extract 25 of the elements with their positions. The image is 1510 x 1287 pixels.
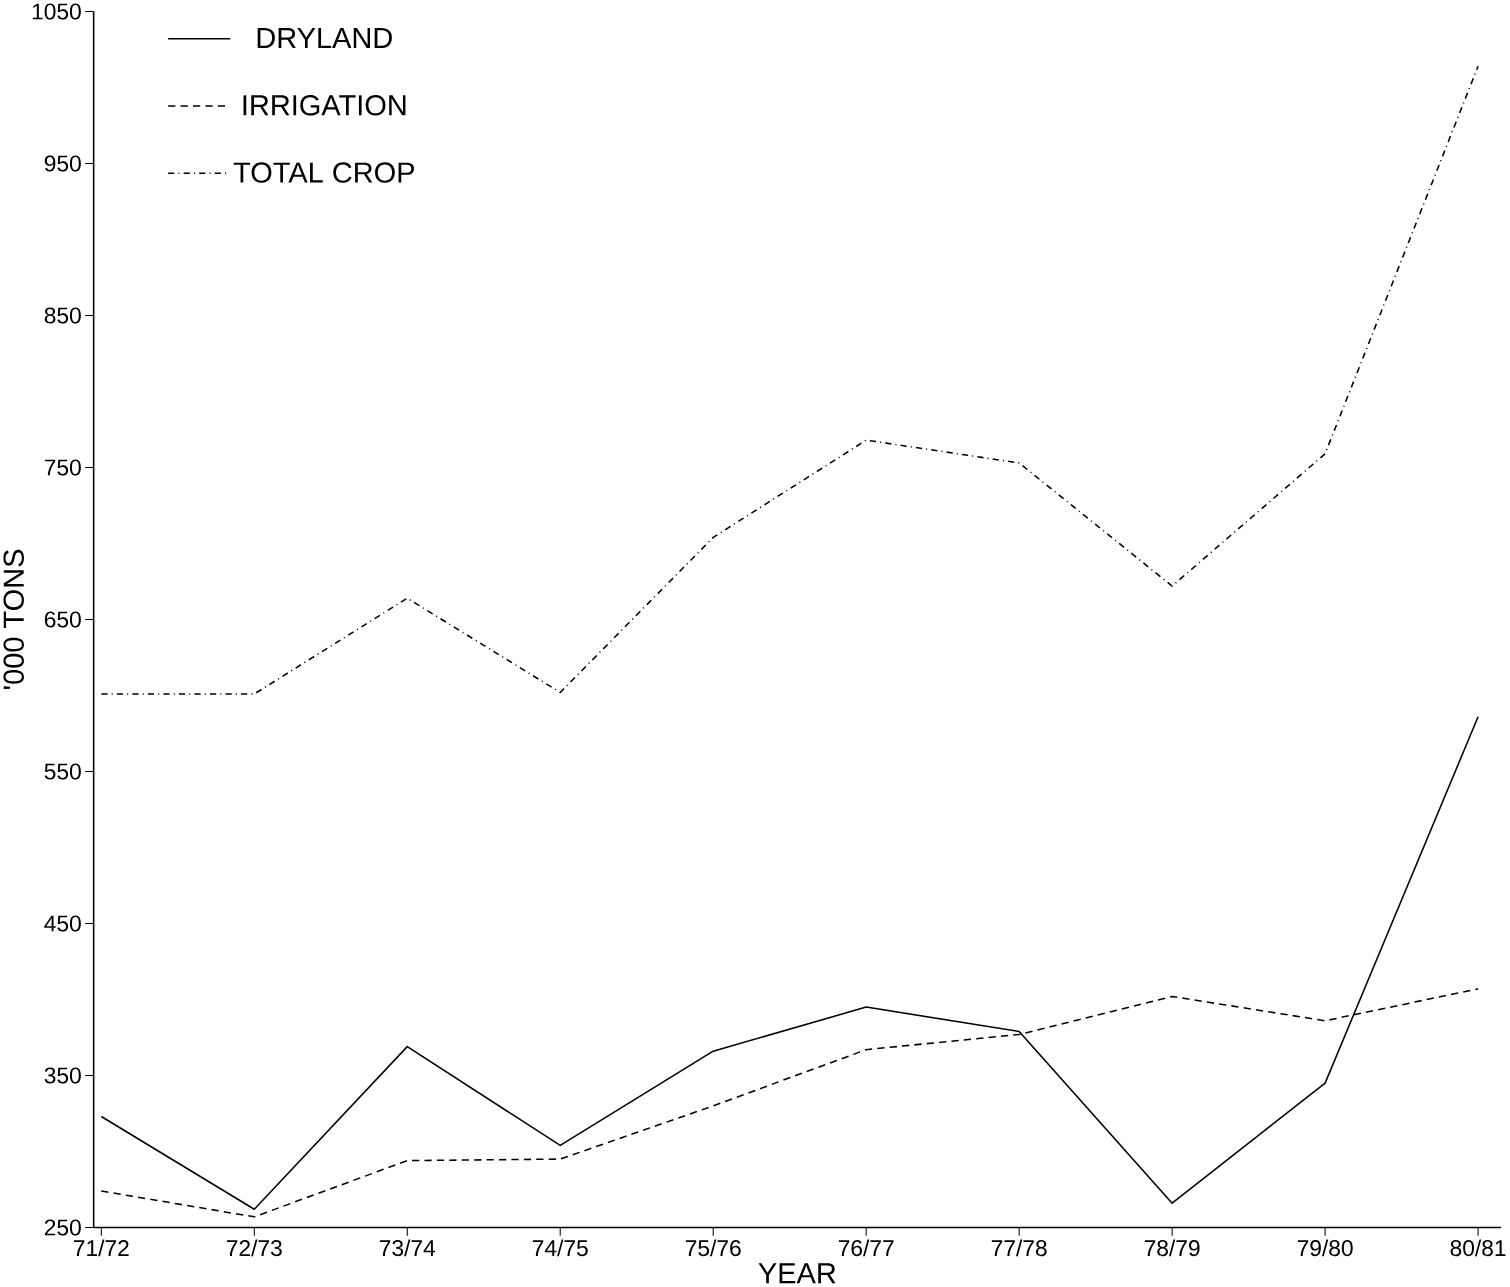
y-tick-label: 650 [44,611,81,628]
legend-label: DRYLAND [257,28,392,49]
legend-label: IRRIGATION [243,95,406,116]
x-tick-label: 78/79 [1144,1239,1200,1257]
y-tick-label: 550 [44,763,81,780]
y-tick-label: 1050 [32,3,81,20]
y-tick-label: 750 [44,459,81,476]
x-tick-label: 71/72 [73,1239,129,1257]
legend-label: TOTAL CROP [233,162,414,184]
x-tick-label: 76/77 [838,1239,894,1257]
x-tick-label: 79/80 [1297,1239,1353,1257]
x-tick-label: 72/73 [226,1239,282,1257]
line-series [100,65,1479,695]
y-tick-label: 350 [44,1067,81,1084]
x-tick-label: 74/75 [532,1239,588,1257]
x-tick-label: 73/74 [379,1239,436,1257]
x-tick-label: 77/78 [991,1239,1047,1257]
y-axis-title: '000 TONS [3,550,24,690]
y-tick-label: 950 [44,155,81,172]
y-tick-label: 250 [44,1219,81,1236]
x-tick-label: 75/76 [685,1239,741,1257]
x-axis-title: YEAR [758,1263,836,1284]
x-tick-label: 80/81 [1450,1239,1506,1257]
y-tick-label: 450 [44,915,81,932]
y-tick-label: 850 [44,307,81,324]
